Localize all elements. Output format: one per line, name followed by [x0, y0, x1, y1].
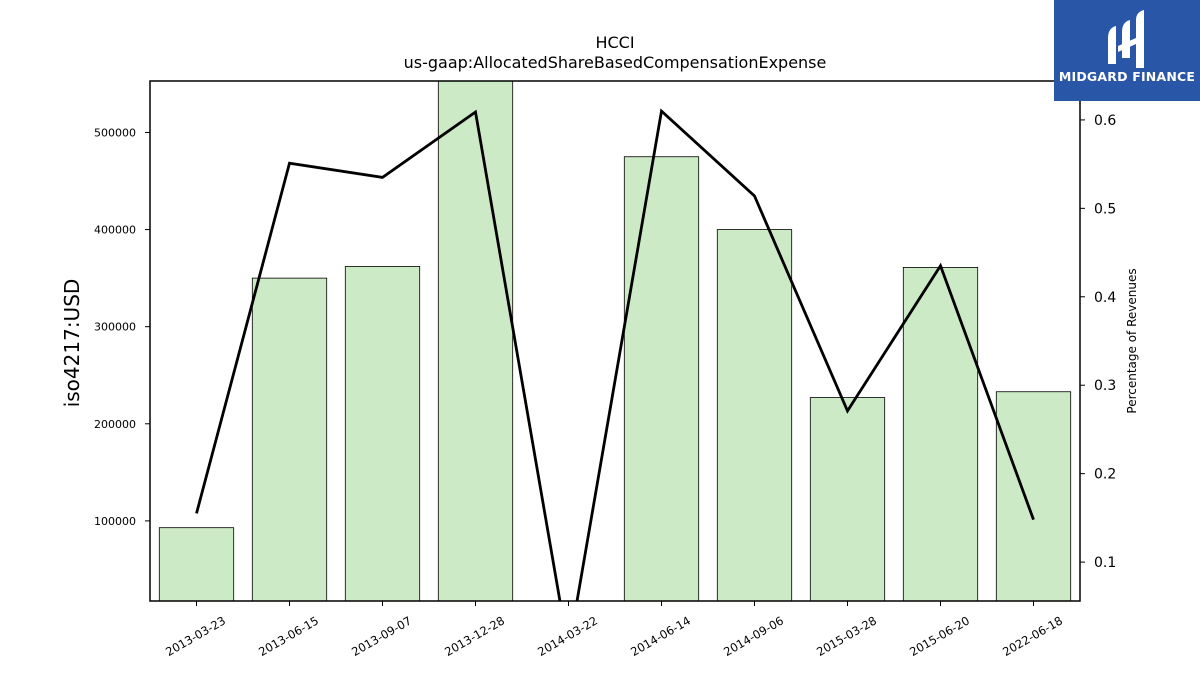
x-tick-label: 2014-09-06 — [721, 613, 786, 659]
bar-2015-03-28 — [809, 397, 886, 601]
y-tick-label: 400000 — [94, 224, 136, 237]
x-tick-label: 2013-12-28 — [442, 613, 507, 659]
brand-logo: MIDGARD FINANCE — [1054, 0, 1200, 101]
chart-title: HCCI — [595, 33, 634, 52]
y-tick-label: 100000 — [94, 515, 136, 528]
x-tick-label: 2013-06-15 — [256, 613, 321, 659]
x-tick-label: 2013-03-23 — [163, 613, 228, 659]
bar-2013-12-28 — [437, 81, 514, 601]
left-axis: 100000 200000 300000 400000 500000 — [94, 126, 150, 528]
y-axis-label: iso4217:USD — [60, 279, 84, 408]
y2-tick-label: 0.3 — [1094, 378, 1116, 394]
x-tick-label: 2014-03-22 — [535, 613, 600, 659]
bar-2015-06-20 — [902, 267, 979, 601]
bar-2014-06-14 — [623, 156, 700, 601]
y-tick-label: 300000 — [94, 321, 136, 334]
x-axis: 2013-03-23 2013-06-15 2013-09-07 2013-12-28… — [163, 601, 1065, 659]
y2-tick-label: 0.2 — [1094, 467, 1116, 483]
bar-2014-09-06 — [716, 229, 793, 601]
x-tick-label: 2015-06-20 — [907, 613, 972, 659]
y2-tick-label: 0.6 — [1094, 113, 1116, 129]
bar-2013-09-07 — [344, 266, 421, 601]
x-tick-label: 2013-09-07 — [349, 613, 414, 659]
bar-2013-03-23 — [158, 527, 235, 601]
chart-subtitle: us-gaap:AllocatedShareBasedCompensationE… — [404, 53, 827, 72]
bar-2013-06-15 — [251, 277, 328, 601]
line-layer — [195, 108, 1035, 601]
y2-tick-label: 0.4 — [1094, 290, 1116, 306]
y-tick-label: 200000 — [94, 418, 136, 431]
x-tick-label: 2015-03-28 — [814, 613, 879, 659]
y2-tick-label: 0.5 — [1094, 201, 1116, 217]
y2-tick-label: 0.1 — [1094, 555, 1116, 571]
right-axis: 0.1 0.2 0.3 0.4 0.5 0.6 — [1080, 113, 1116, 571]
plot-frame — [149, 80, 1081, 602]
x-tick-label: 2022-06-18 — [1000, 613, 1065, 659]
x-tick-label: 2014-06-14 — [628, 613, 693, 659]
bars-layer — [158, 81, 1072, 601]
midgard-logo-icon — [1108, 10, 1144, 68]
y2-axis-label: Percentage of Revenues — [1125, 268, 1139, 413]
bar-2022-06-18 — [995, 391, 1072, 601]
y-tick-label: 500000 — [94, 126, 136, 139]
logo-text: MIDGARD FINANCE — [1058, 69, 1196, 84]
revenue-percentage-line — [195, 108, 1035, 601]
